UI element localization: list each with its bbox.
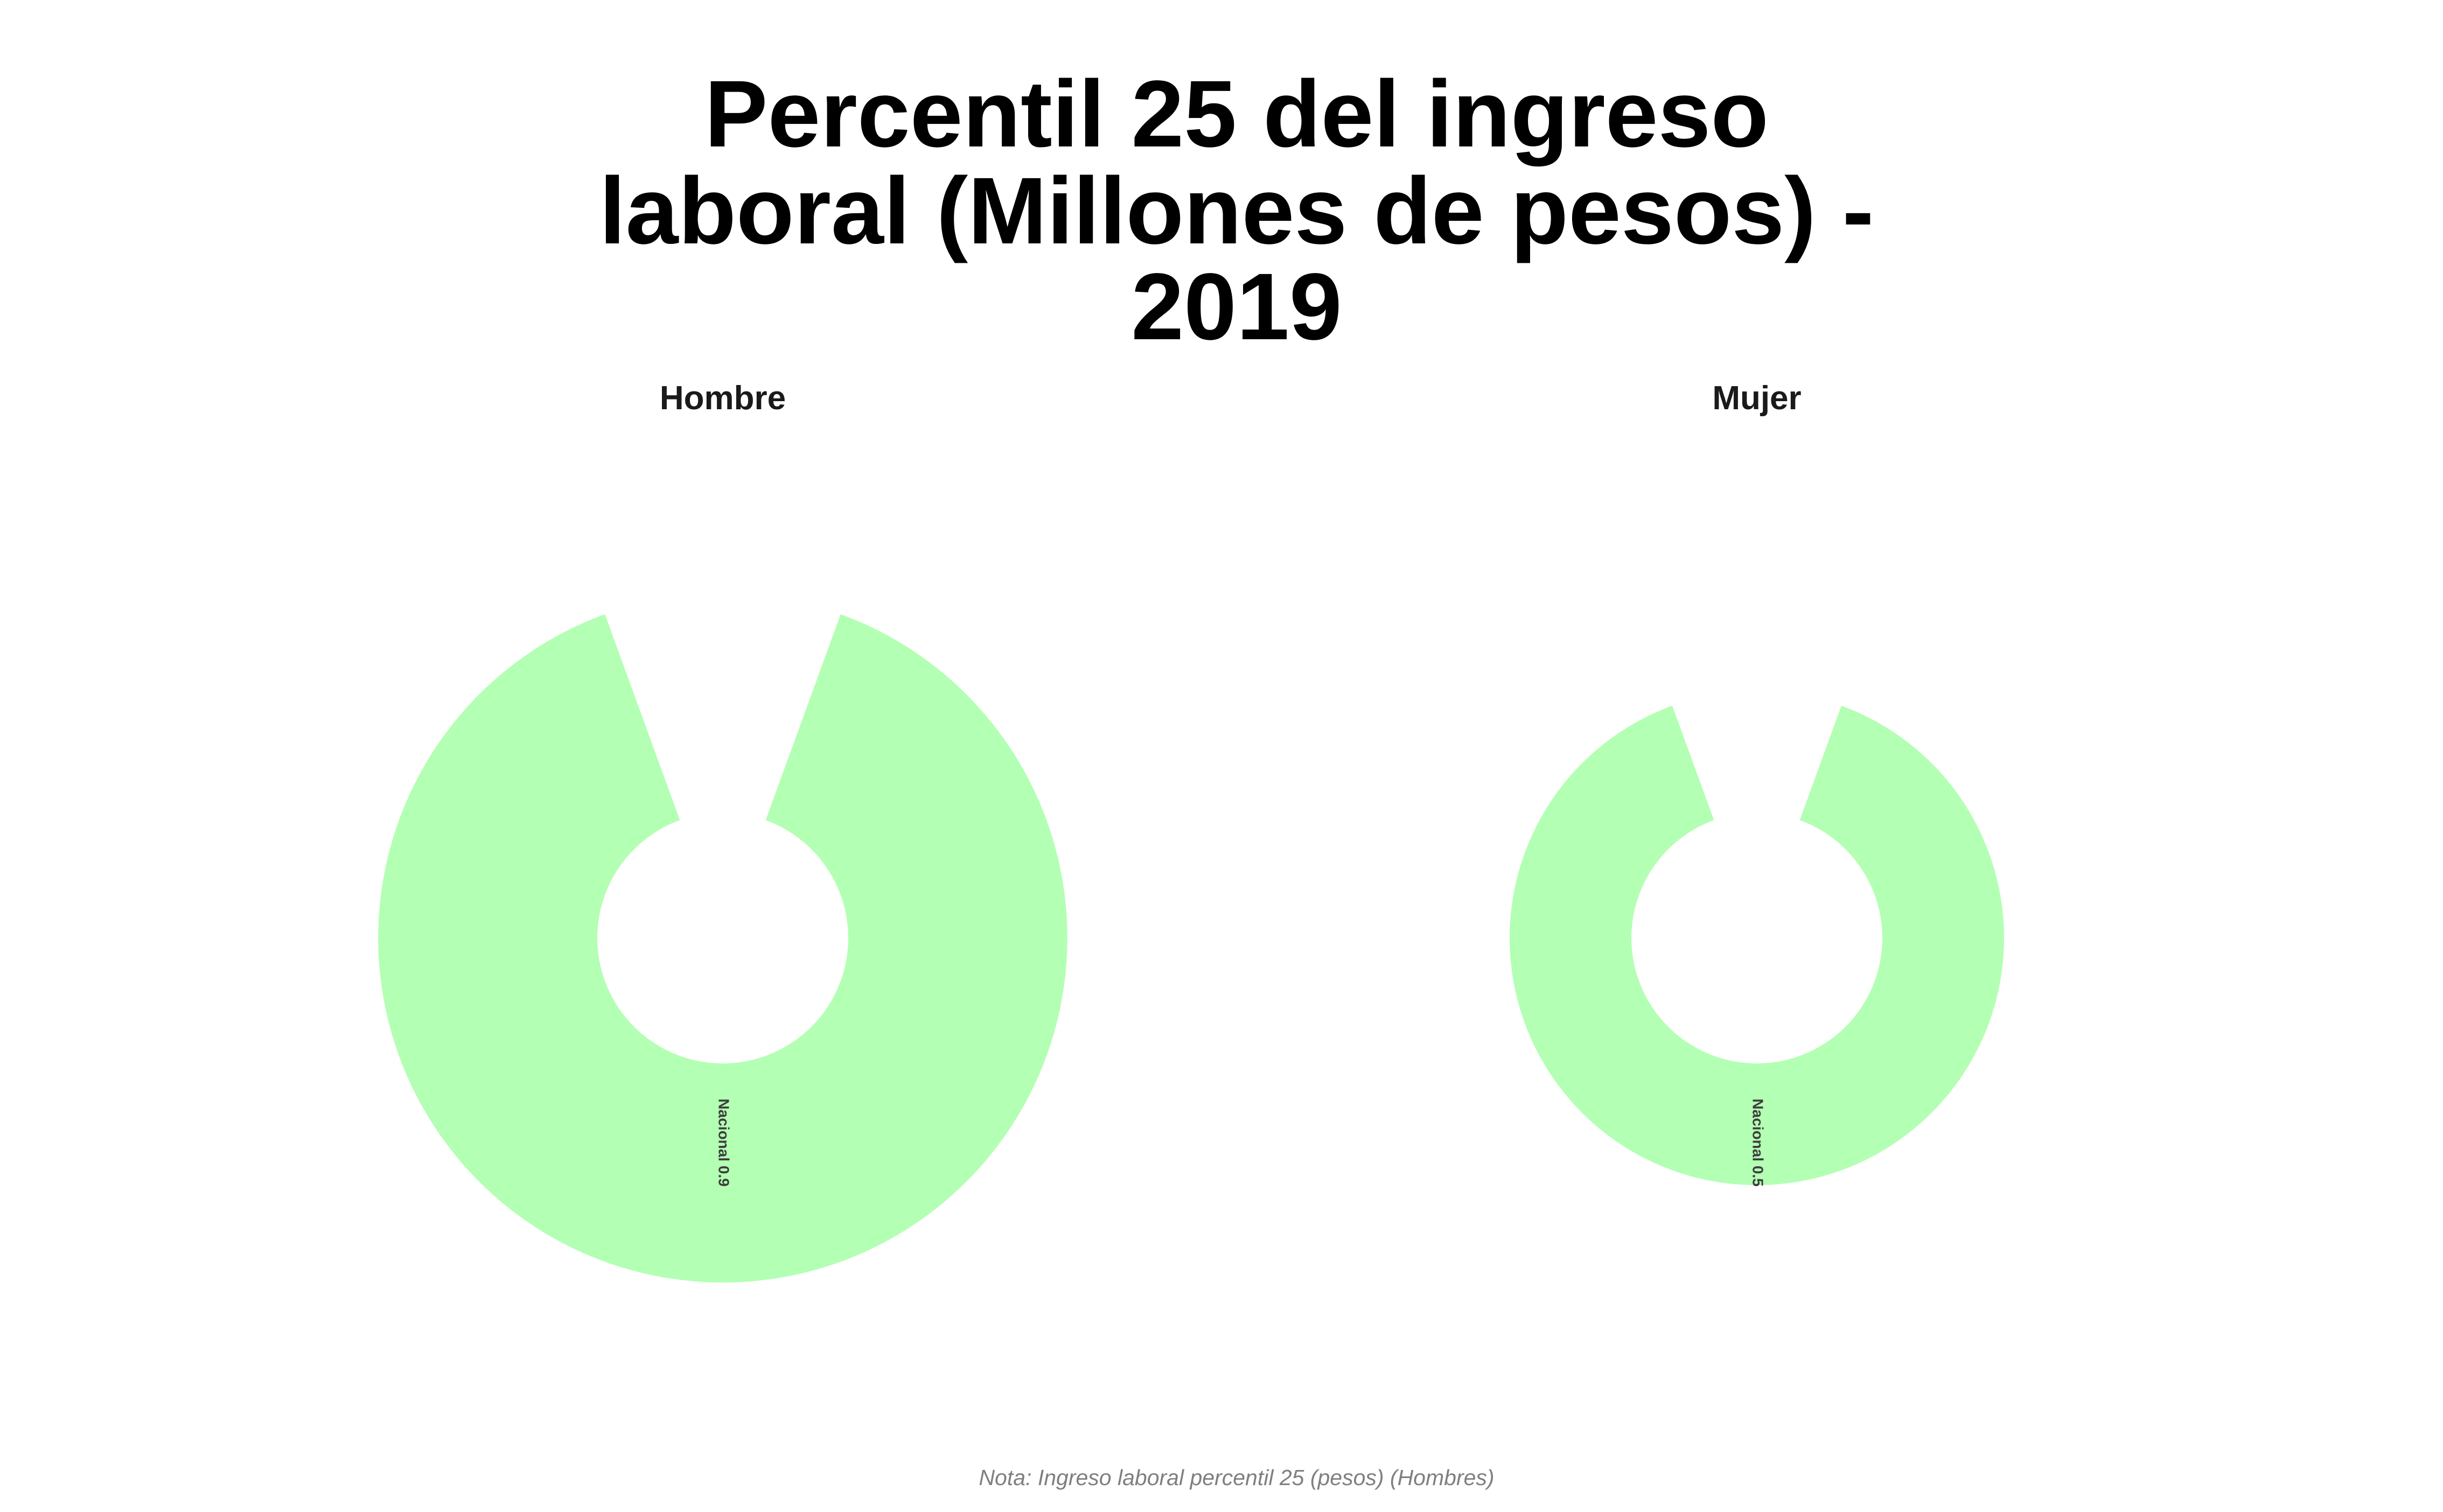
chart-title-line-2: laboral (Millones de pesos) - (599, 158, 1874, 264)
donut-rings: Nacional 0.9 Nacional 0.5 (378, 614, 2004, 1283)
chart-title: Percentil 25 del ingreso laboral (Millon… (599, 61, 1874, 360)
facet-label-mujer: Mujer (1712, 380, 1801, 417)
facet-label-hombre: Hombre (660, 380, 786, 417)
chart-title-line-1: Percentil 25 del ingreso (704, 61, 1769, 167)
chart-title-line-3: 2019 (1131, 254, 1342, 360)
donut-slice-hombre (378, 614, 1067, 1283)
slice-label-mujer: Nacional 0.5 (1750, 1098, 1767, 1186)
chart-note: Nota: Ingreso laboral percentil 25 (peso… (979, 1465, 1494, 1490)
slice-label-hombre: Nacional 0.9 (716, 1098, 732, 1186)
donut-slice-mujer (1509, 705, 2004, 1185)
